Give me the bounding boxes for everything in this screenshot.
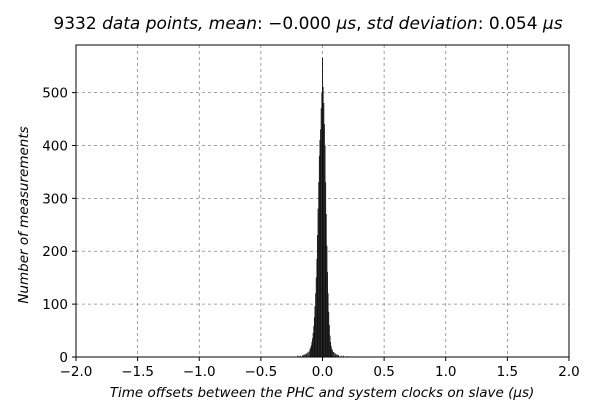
y-tick-label: 0: [59, 350, 68, 366]
y-axis-ticks: 0 100 200 300 400 500: [42, 86, 76, 366]
title-std-unit: μs: [542, 14, 563, 34]
title-mean-comma: ,: [356, 14, 361, 34]
title-mean-value: −0.000: [268, 14, 331, 34]
y-tick-label: 400: [42, 138, 68, 154]
histogram-bar: [334, 353, 336, 358]
y-tick-label: 100: [42, 297, 68, 313]
histogram-bar: [307, 352, 309, 358]
chart-title: 9332 data points, mean: −0.000 μs, std d…: [53, 14, 562, 34]
y-tick-label: 500: [42, 86, 68, 102]
histogram-bar: [333, 352, 335, 358]
y-tick-label: 300: [42, 191, 68, 207]
x-axis-label: Time offsets between the PHC and system …: [110, 385, 535, 401]
x-tick-label: 1.0: [435, 364, 456, 380]
histogram-bar: [308, 351, 310, 358]
title-mean-colon: :: [257, 14, 263, 34]
title-mean-label: mean: [209, 14, 257, 34]
title-mean-unit: μs: [335, 14, 356, 34]
title-std-value: 0.054: [489, 14, 538, 34]
title-std-label: std deviation: [367, 14, 478, 34]
title-count-label: data points,: [102, 14, 203, 34]
x-tick-label: 0.5: [373, 364, 394, 380]
x-tick-label: 1.5: [497, 364, 518, 380]
x-tick-label: 0.0: [312, 364, 333, 380]
x-tick-label: −1.5: [121, 364, 154, 380]
x-axis-ticks: −2.0 −1.5 −1.0 −0.5 0.0 0.5 1.0 1.5 2.0: [60, 357, 580, 380]
y-tick-label: 200: [42, 244, 68, 260]
x-tick-label: −0.5: [244, 364, 277, 380]
x-tick-label: −1.0: [183, 364, 216, 380]
histogram-bar: [331, 350, 333, 358]
histogram-bars: [297, 58, 348, 358]
x-tick-label: 2.0: [558, 364, 579, 380]
y-axis-label: Number of measurements: [16, 126, 32, 303]
title-std-colon: :: [478, 14, 484, 34]
x-tick-label: −2.0: [60, 364, 93, 380]
title-count: 9332: [53, 14, 96, 34]
